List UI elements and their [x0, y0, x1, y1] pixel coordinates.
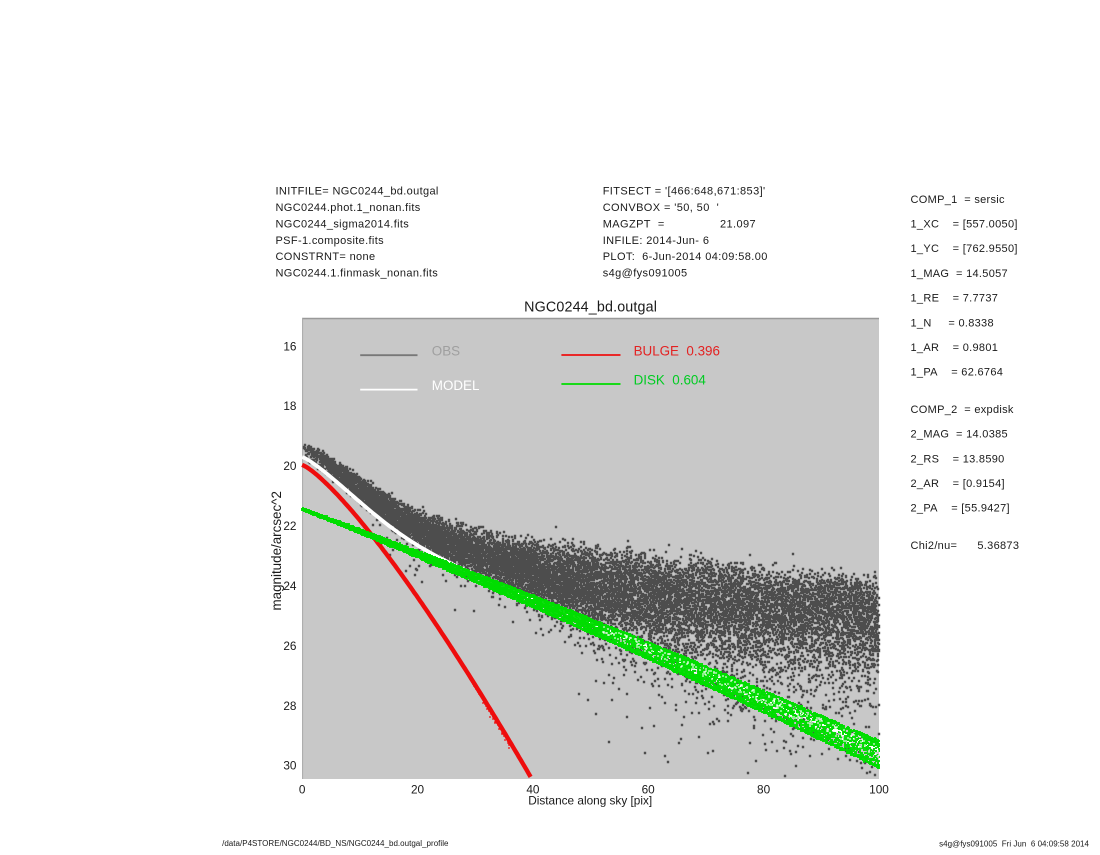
svg-text:COMP_2 = expdisk: COMP_2 = expdisk — [911, 404, 1014, 416]
svg-text:Distance along sky [pix]: Distance along sky [pix] — [528, 794, 652, 808]
svg-text:s4g@fys091005 Fri Jun 6 04:0: s4g@fys091005 Fri Jun 6 04:09:58 2014 — [939, 840, 1089, 849]
svg-text:BULGE 0.396: BULGE 0.396 — [634, 344, 720, 359]
svg-text:20: 20 — [411, 783, 425, 797]
svg-text:NGC0244_sigma2014.fits: NGC0244_sigma2014.fits — [276, 218, 410, 230]
svg-text:1_XC = [557.0050]: 1_XC = [557.0050] — [911, 219, 1018, 231]
svg-text:26: 26 — [283, 639, 297, 653]
svg-text:INFILE: 2014-Jun- 6: INFILE: 2014-Jun- 6 — [603, 235, 710, 247]
svg-text:INITFILE= NGC0244_bd.outgal: INITFILE= NGC0244_bd.outgal — [276, 186, 439, 198]
svg-text:1_RE = 7.7737: 1_RE = 7.7737 — [911, 293, 999, 305]
svg-text:1_MAG = 14.5057: 1_MAG = 14.5057 — [911, 268, 1008, 280]
svg-text:NGC0244.phot.1_nonan.fits: NGC0244.phot.1_nonan.fits — [276, 202, 421, 214]
svg-text:PLOT: 6-Jun-2014 04:09:58.00: PLOT: 6-Jun-2014 04:09:58.00 — [603, 251, 768, 263]
svg-text:magnitude/arcsec^2: magnitude/arcsec^2 — [269, 491, 284, 610]
svg-text:MODEL: MODEL — [432, 378, 480, 393]
svg-text:1_YC = [762.9550]: 1_YC = [762.9550] — [911, 243, 1018, 255]
svg-text:PSF-1.composite.fits: PSF-1.composite.fits — [276, 235, 385, 247]
svg-text:CONVBOX = '50, 50 ': CONVBOX = '50, 50 ' — [603, 202, 719, 214]
svg-text:40: 40 — [526, 783, 540, 797]
svg-text:18: 18 — [283, 399, 297, 413]
svg-text:1_N = 0.8338: 1_N = 0.8338 — [911, 317, 994, 329]
svg-text:0: 0 — [299, 783, 306, 797]
svg-text:2_MAG = 14.0385: 2_MAG = 14.0385 — [911, 429, 1008, 441]
svg-text:1_AR = 0.9801: 1_AR = 0.9801 — [911, 342, 999, 354]
svg-text:CONSTRNT= none: CONSTRNT= none — [276, 251, 376, 263]
svg-text:2_PA = [55.9427]: 2_PA = [55.9427] — [911, 503, 1010, 515]
svg-text:COMP_1 = sersic: COMP_1 = sersic — [911, 194, 1006, 206]
svg-text:80: 80 — [757, 783, 771, 797]
svg-text:NGC0244.1.finmask_nonan.fits: NGC0244.1.finmask_nonan.fits — [276, 268, 439, 280]
svg-text:22: 22 — [283, 519, 296, 533]
svg-text:NGC0244_bd.outgal: NGC0244_bd.outgal — [524, 300, 657, 316]
svg-text:2_AR = [0.9154]: 2_AR = [0.9154] — [911, 478, 1005, 490]
svg-text:20: 20 — [283, 459, 297, 473]
svg-text:FITSECT = '[466:648,671:853]': FITSECT = '[466:648,671:853]' — [603, 186, 766, 198]
svg-text:/data/P4STORE/NGC0244/BD_NS/NG: /data/P4STORE/NGC0244/BD_NS/NGC0244_bd.o… — [222, 839, 449, 848]
svg-text:28: 28 — [283, 699, 297, 713]
svg-text:1_PA = 62.6764: 1_PA = 62.6764 — [911, 367, 1004, 379]
svg-text:Chi2/nu= 5.36873: Chi2/nu= 5.36873 — [911, 540, 1020, 552]
svg-text:24: 24 — [283, 579, 297, 593]
svg-text:s4g@fys091005: s4g@fys091005 — [603, 268, 688, 280]
svg-text:16: 16 — [283, 339, 297, 353]
svg-text:OBS: OBS — [432, 344, 460, 359]
svg-text:MAGZPT = 21.09: MAGZPT = 21.097 — [603, 218, 756, 230]
svg-text:60: 60 — [642, 783, 656, 797]
svg-text:DISK 0.604: DISK 0.604 — [634, 372, 707, 387]
svg-text:2_RS = 13.8590: 2_RS = 13.8590 — [911, 453, 1005, 465]
svg-text:100: 100 — [869, 783, 889, 797]
svg-text:30: 30 — [283, 759, 297, 773]
